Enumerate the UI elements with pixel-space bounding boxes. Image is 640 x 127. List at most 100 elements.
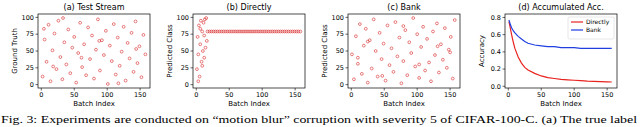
- scatter-point: [418, 77, 421, 80]
- scatter-point: [402, 25, 405, 28]
- scatter-point: [198, 24, 201, 27]
- x-tick-label: 150: [601, 91, 613, 99]
- y-tick: [503, 86, 506, 87]
- scatter-point: [114, 73, 117, 76]
- panel: (b) Directly0501001500255075100Batch Ind…: [166, 3, 305, 108]
- scatter-point: [67, 28, 70, 31]
- x-tick-label: 0: [349, 91, 353, 99]
- panel: (c) Bank0501001500255075100Batch IndexPr…: [321, 3, 460, 108]
- scatter-point: [451, 77, 454, 80]
- scatter-point: [91, 34, 94, 37]
- scatter-point: [83, 43, 86, 46]
- y-tick: [36, 84, 39, 85]
- scatter-point: [356, 56, 359, 59]
- figure: (a) Test Stream0501001500255075100Batch …: [0, 0, 640, 127]
- scatter-point: [434, 54, 437, 57]
- scatter-point: [355, 35, 358, 38]
- y-tick-label: 50: [181, 47, 189, 55]
- scatter-point: [110, 60, 113, 63]
- panel-title: (a) Test Stream: [64, 3, 125, 12]
- scatter-point: [85, 74, 88, 77]
- scatter-point: [53, 32, 56, 35]
- legend-swatch: [571, 21, 583, 22]
- y-tick: [191, 84, 194, 85]
- scatter-point: [203, 56, 206, 59]
- y-tick: [346, 67, 349, 68]
- x-tick-label: 0: [39, 91, 43, 99]
- scatter-point: [79, 21, 82, 24]
- scatter-point: [201, 50, 204, 53]
- scatter-point: [366, 81, 369, 84]
- scatter-point: [370, 67, 373, 70]
- scatter-point: [199, 43, 202, 46]
- y-tick-label: 100: [177, 14, 189, 22]
- scatter-point: [62, 17, 65, 20]
- y-tick-label: 100: [332, 14, 344, 22]
- scatter-point: [424, 69, 427, 72]
- x-tick-label: 0: [194, 91, 198, 99]
- scatter-point: [52, 65, 55, 68]
- scatter-point: [402, 60, 405, 63]
- scatter-point: [439, 43, 442, 46]
- y-tick-label: 50: [336, 47, 344, 55]
- scatter-point: [104, 29, 107, 32]
- legend-swatch: [571, 29, 583, 30]
- scatter-point: [447, 48, 450, 51]
- y-tick: [36, 67, 39, 68]
- scatter-point: [106, 83, 109, 86]
- scatter-point: [443, 27, 446, 30]
- scatter-point: [117, 82, 120, 85]
- y-tick: [191, 67, 194, 68]
- scatter-point: [203, 34, 206, 37]
- x-tick-label: 100: [256, 91, 268, 99]
- x-tick-label: 150: [444, 91, 456, 99]
- scatter-point: [130, 31, 133, 34]
- x-axis-label: Batch Index: [540, 100, 582, 108]
- scatter-point: [45, 60, 48, 63]
- scatter-point: [61, 78, 64, 81]
- x-axis-label: Batch Index: [228, 100, 270, 108]
- scatter-point: [200, 60, 203, 63]
- scatter-point: [362, 44, 365, 47]
- scatter-point: [126, 42, 129, 45]
- scatter-point: [80, 56, 83, 59]
- plot-frame: [505, 14, 617, 88]
- y-tick: [36, 17, 39, 18]
- plot-frame: [193, 14, 305, 88]
- scatter-point: [428, 61, 431, 64]
- y-tick-label: 0.2: [491, 65, 501, 73]
- scatter-point: [122, 25, 125, 28]
- scatter-point: [441, 58, 444, 61]
- scatter-point: [95, 48, 98, 51]
- scatter-point: [378, 31, 381, 34]
- x-tick-label: 150: [134, 91, 146, 99]
- y-tick-label: 25: [336, 64, 344, 72]
- y-tick: [36, 34, 39, 35]
- scatter-point: [51, 49, 54, 52]
- scatter-point: [87, 26, 90, 29]
- plot-frame: [38, 14, 150, 88]
- scatter-point: [128, 57, 131, 60]
- scatter-point: [201, 64, 204, 67]
- scatter-point: [358, 23, 361, 26]
- scatter-point: [57, 19, 60, 22]
- scatter-point: [142, 33, 145, 36]
- scatter-point: [200, 19, 203, 22]
- scatter-point: [198, 75, 201, 78]
- x-tick-label: 150: [289, 91, 301, 99]
- scatter-point: [81, 66, 84, 69]
- y-tick: [346, 34, 349, 35]
- scatter-point: [99, 69, 102, 72]
- scatter-point: [108, 44, 111, 47]
- scatter-point: [134, 20, 137, 23]
- scatter-point: [372, 18, 375, 21]
- y-tick-label: 75: [181, 30, 189, 38]
- scatter-point: [381, 74, 384, 77]
- scatter-point: [449, 35, 452, 38]
- y-tick-label: 0.8: [491, 14, 501, 22]
- y-tick: [503, 17, 506, 18]
- scatter-point: [201, 30, 204, 33]
- scatter-point: [422, 25, 425, 28]
- scatter-point: [351, 53, 354, 56]
- y-tick: [191, 51, 194, 52]
